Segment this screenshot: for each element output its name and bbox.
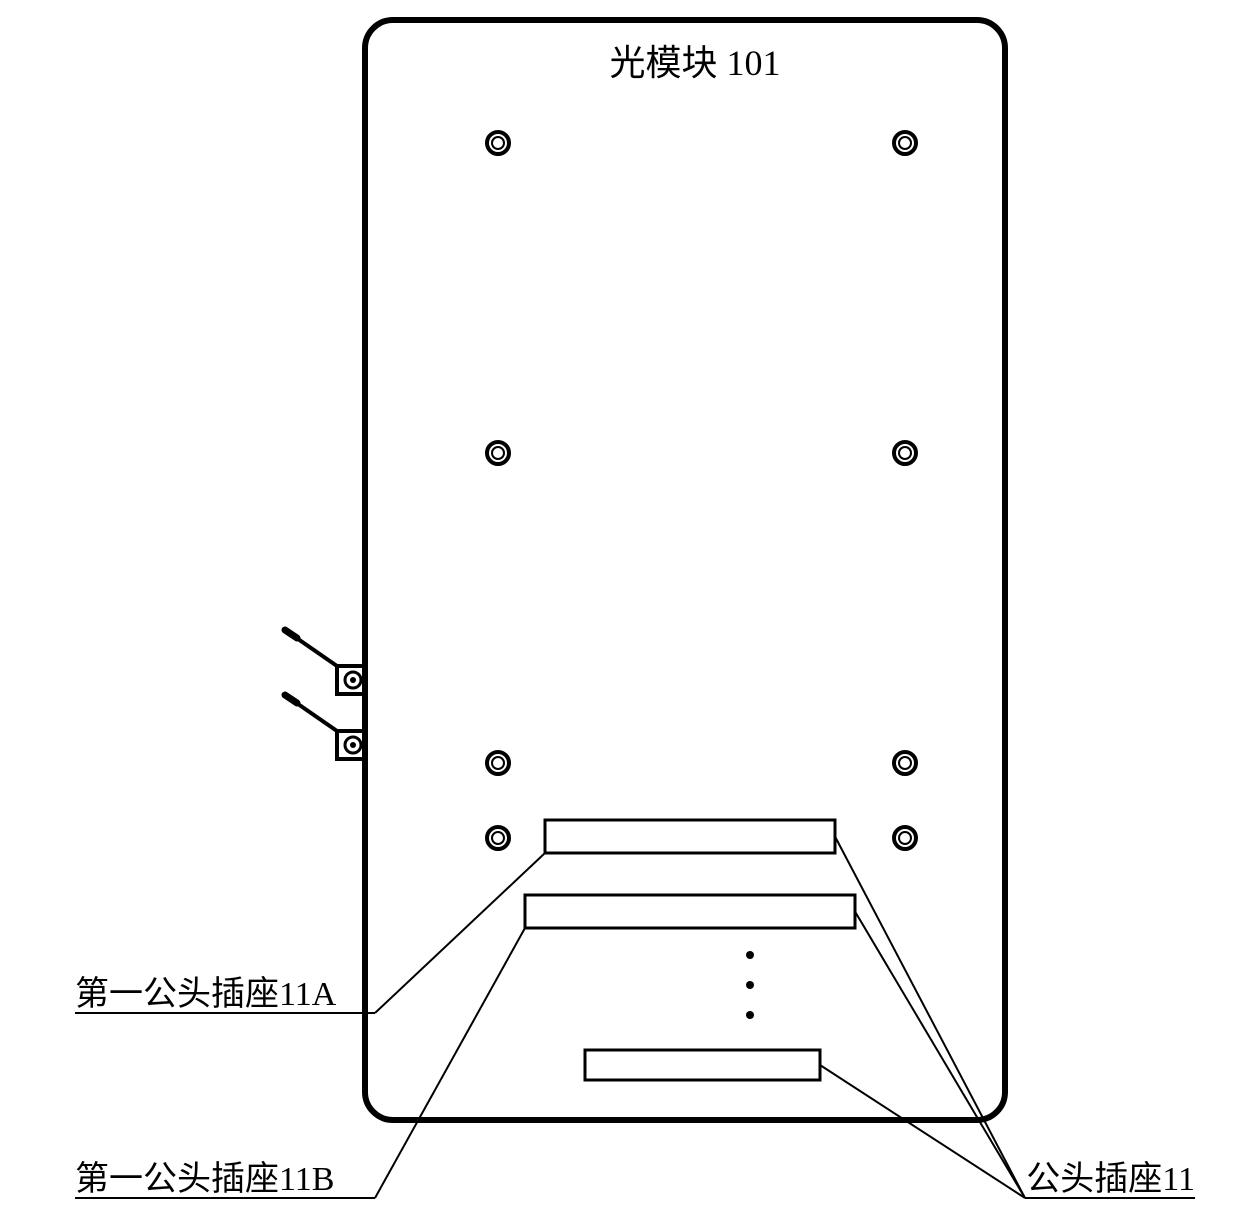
label-first-socket-a: 第一公头插座11A bbox=[75, 975, 337, 1013]
label-first-socket-b: 第一公头插座11B bbox=[75, 1160, 334, 1198]
handle-latches bbox=[285, 630, 361, 759]
label-socket-11: 公头插座11 bbox=[1026, 1160, 1195, 1198]
module-title: 光模块 101 bbox=[609, 43, 780, 83]
module-outline bbox=[365, 20, 1005, 1120]
